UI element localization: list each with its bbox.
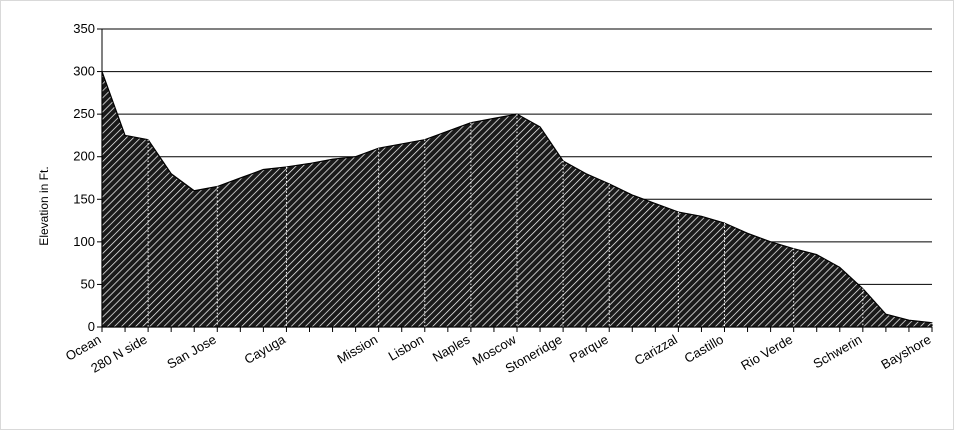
x-tick-label: Naples [430,331,473,364]
y-tick-label: 350 [73,21,95,36]
y-tick-label: 150 [73,191,95,206]
y-tick-label: 250 [73,106,95,121]
y-axis-label: Elevation in Ft. [37,166,51,245]
x-tick-label: San Jose [164,332,218,372]
x-tick-label: Mission [334,332,380,367]
x-tick-label: Cayuga [242,331,289,367]
x-tick-label: Castillo [682,332,726,366]
y-tick-label: 50 [81,276,95,291]
x-tick-label: Schwerin [811,332,865,372]
x-tick-label: Lisbon [386,332,427,364]
x-tick-label: Bayshore [878,332,933,372]
y-tick-label: 300 [73,64,95,79]
y-tick-label: 100 [73,234,95,249]
x-tick-label: Parque [567,332,611,366]
x-tick-label: Carizzal [632,332,680,369]
x-tick-label: Rio Verde [738,332,795,374]
y-tick-label: 200 [73,149,95,164]
